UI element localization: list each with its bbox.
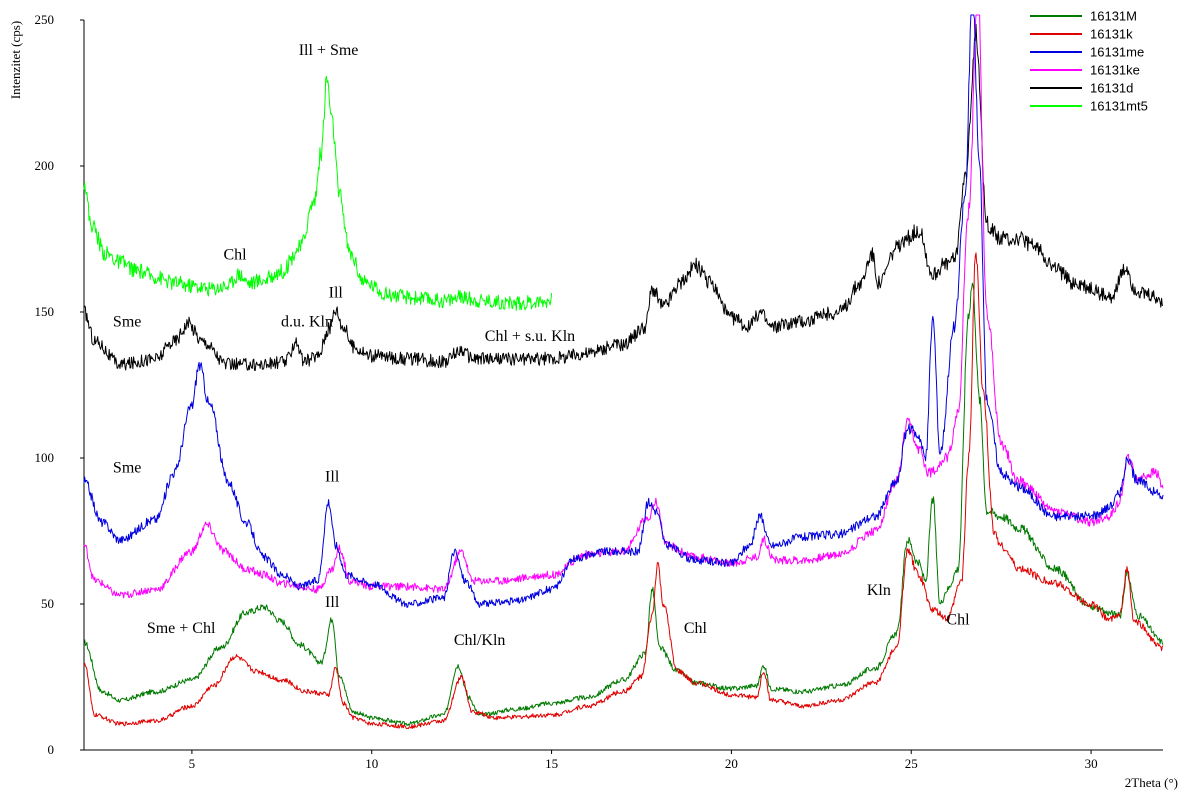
x-tick-label: 5 [189,756,196,771]
peak-annotation: Chl [946,611,970,628]
series-line-16131M [83,282,1164,727]
x-axis-label: 2Theta (°) [1125,775,1178,790]
series-line-16131d [83,23,1164,371]
legend-label: 16131d [1090,81,1133,96]
peak-annotation: Sme [113,460,141,477]
axes-layer: 0 50 100 150 200 250 5 10 15 20 25 30 [35,12,1163,771]
legend-label: 16131M [1090,9,1137,24]
peak-annotation: Chl/Kln [454,632,506,649]
peak-annotation: Ill + Sme [299,42,359,59]
x-tick-label: 25 [905,756,918,771]
peak-annotation: Chl + s.u. Kln [485,328,575,345]
y-tick-label: 50 [41,596,54,611]
peak-annotation: Kln [867,582,891,599]
peak-annotation: d.u. Kln [281,314,333,331]
series-line-16131ke [83,14,1164,599]
y-tick-label: 200 [35,158,55,173]
series-line-16131k [83,252,1164,730]
x-tick-label: 30 [1085,756,1098,771]
series-line-16131me [83,14,1164,608]
y-tick-label: 0 [48,742,55,757]
x-tick-label: 15 [545,756,558,771]
y-tick-label: 100 [35,450,55,465]
annotation-layer: Ill + Sme Chl Ill Sme d.u. Kln Chl + s.u. Kln… [113,42,970,649]
y-axis-label: Intenzitet (cps) [8,21,23,99]
peak-annotation: Chl [223,246,247,263]
legend-label: 16131me [1090,45,1144,60]
legend: 16131M 16131k 16131me 16131ke 16131d 16131mt5 [1030,9,1148,114]
legend-label: 16131mt5 [1090,99,1148,114]
x-tick-label: 20 [725,756,738,771]
x-tick-label: 10 [365,756,378,771]
y-tick-label: 150 [35,304,55,319]
legend-label: 16131k [1090,27,1133,42]
series-layer [83,14,1164,730]
peak-annotation: Ill [329,284,344,301]
y-tick-label: 250 [35,12,55,27]
legend-label: 16131ke [1090,63,1140,78]
peak-annotation: Ill [325,594,340,611]
peak-annotation: Sme [113,314,141,331]
peak-annotation: Chl [684,620,708,637]
peak-annotation: Sme + Chl [147,620,216,637]
series-line-16131mt5 [83,75,553,311]
peak-annotation: Ill [325,468,340,485]
